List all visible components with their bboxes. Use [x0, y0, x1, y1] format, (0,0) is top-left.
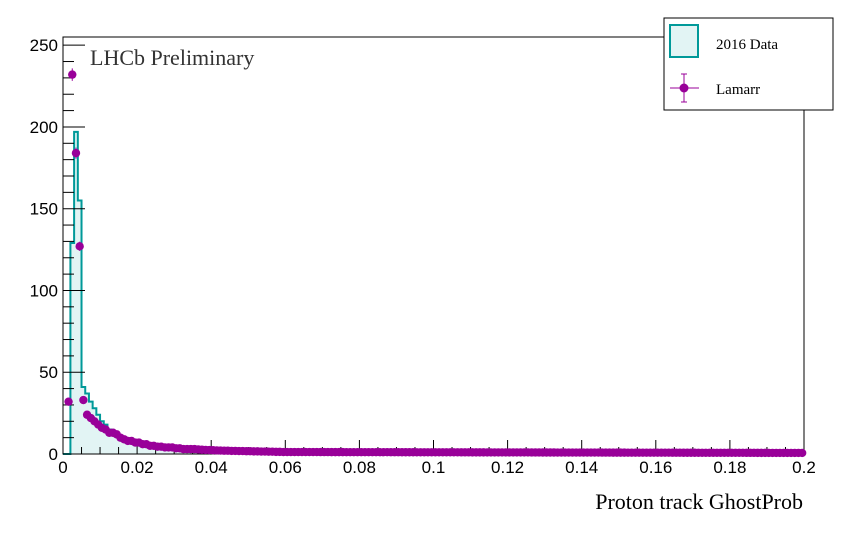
x-tick-label: 0.06 — [269, 458, 302, 477]
y-tick-label: 150 — [30, 200, 58, 219]
x-tick-label: 0.12 — [491, 458, 524, 477]
x-axis-tick-labels: 0 0.02 0.04 0.06 0.08 0.1 0.12 0.14 0.16 0.18 0.2 — [58, 458, 816, 477]
x-tick-label: 0.2 — [792, 458, 816, 477]
x-tick-label: 0.1 — [422, 458, 446, 477]
x-axis-title: Proton track GhostProb — [595, 489, 803, 514]
lamarr-point — [797, 448, 807, 458]
y-axis-tick-labels: 0 50 100 150 200 250 — [30, 36, 58, 464]
x-tick-label: 0.08 — [343, 458, 376, 477]
lamarr-point — [75, 242, 84, 251]
y-tick-label: 250 — [30, 36, 58, 55]
x-tick-label: 0.18 — [713, 458, 746, 477]
legend-label-data: 2016 Data — [716, 37, 778, 53]
legend-swatch-data — [669, 24, 699, 58]
x-tick-label: 0 — [58, 458, 67, 477]
lhcb-preliminary-label: LHCb Preliminary — [90, 45, 254, 70]
x-tick-label: 0.04 — [195, 458, 228, 477]
lamarr-point — [64, 397, 73, 406]
lamarr-point — [79, 395, 88, 405]
lamarr-point — [68, 70, 77, 79]
y-tick-label: 100 — [30, 281, 58, 300]
lamarr-point — [71, 148, 81, 158]
legend-marker-lamarr-dot — [679, 83, 689, 93]
legend-label-lamarr: Lamarr — [716, 82, 760, 98]
x-tick-label: 0.16 — [639, 458, 672, 477]
x-tick-label: 0.14 — [565, 458, 598, 477]
y-tick-label: 50 — [39, 363, 58, 382]
legend: 2016 Data Lamarr — [663, 17, 834, 111]
x-tick-label: 0.02 — [121, 458, 154, 477]
lamarr-series — [64, 68, 807, 458]
y-tick-label: 200 — [30, 118, 58, 137]
y-tick-label: 0 — [49, 445, 58, 464]
